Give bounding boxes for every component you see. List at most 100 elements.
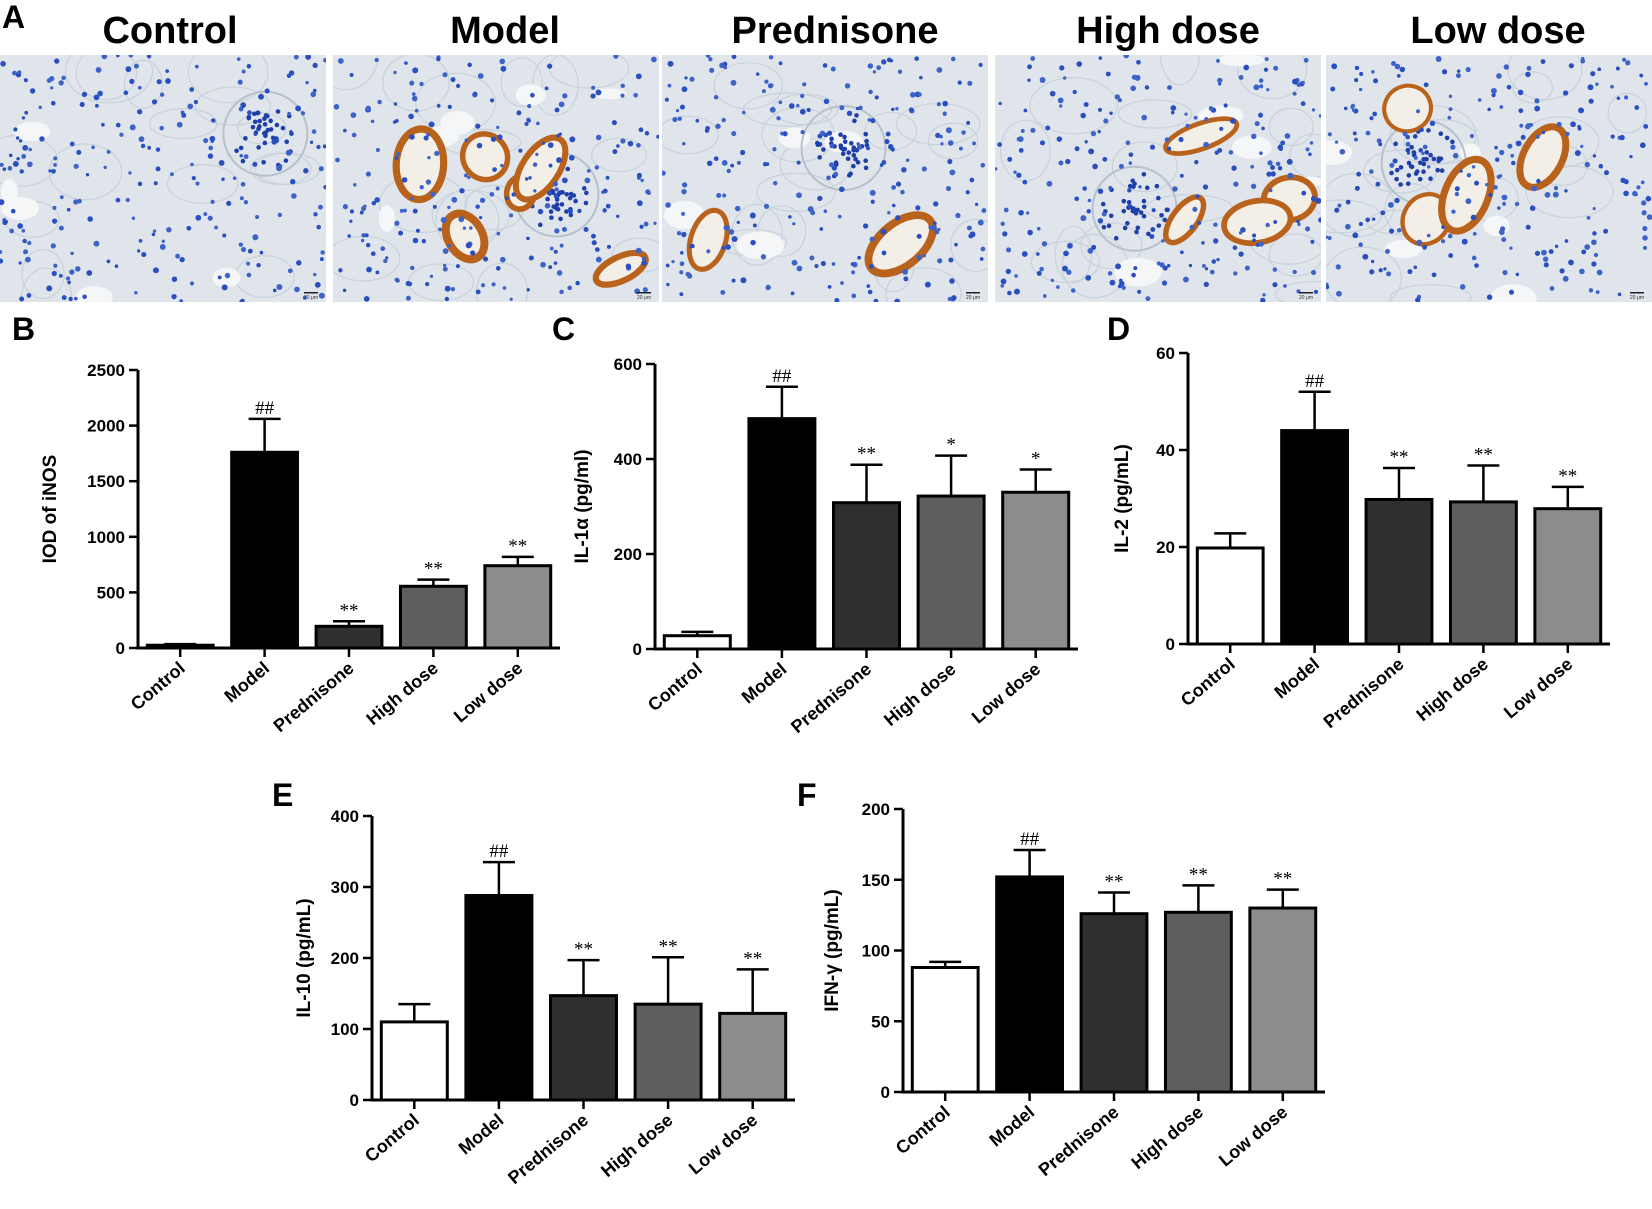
significance-marker: ** [1390,447,1409,468]
x-tick-label: Model [220,658,273,707]
bar-control [1195,546,1265,646]
x-tick-label: Control [127,658,189,714]
y-tick-label: 0 [881,1083,890,1102]
significance-marker: ** [857,444,876,465]
chart-e: E 0 100 200 300 400 IL-10 (pg/mL) Control ## Mode… [272,777,795,1188]
histology-panel-4: High dose 20 μm [995,10,1321,302]
y-tick-label: 1000 [87,528,125,547]
histology-image [0,55,326,302]
bar-low-dose [1001,490,1071,651]
bar-control [145,643,215,650]
histology-panel-2: Model 20 μm [333,10,659,302]
bar-high-dose [1163,910,1233,1094]
x-tick-label: Low dose [450,658,526,727]
x-tick-label: Prednisone [504,1110,592,1188]
bar-low-dose [483,564,553,650]
scale-bar-label: 20 μm [304,295,318,301]
x-tick-label: Control [892,1102,954,1158]
y-tick-label: 50 [871,1012,890,1031]
scale-bar-label: 20 μm [966,295,980,301]
x-tick-label: Low dose [968,659,1044,728]
histology-panel-title: Control [102,10,237,52]
scale-bar-label: 20 μm [637,295,651,301]
bar-low-dose [1533,507,1603,646]
chart-d: D 0 20 40 60 IL-2 (pg/mL) Control ## Model ** Pred… [1107,311,1610,732]
panel-letter: B [12,311,35,347]
x-tick-label: High dose [1412,654,1492,725]
y-tick-label: 20 [1156,538,1175,557]
y-tick-label: 400 [331,807,359,826]
significance-marker: ## [255,398,275,419]
panel-letter: D [1107,311,1130,347]
y-tick-label: 0 [116,639,125,658]
histology-image [1326,55,1652,302]
histology-panel-title: Low dose [1410,10,1585,52]
x-tick-label: Control [361,1110,423,1166]
y-tick-label: 2500 [87,361,125,380]
significance-marker: ## [772,366,792,387]
y-tick-label: 100 [862,942,890,961]
scale-bar-label: 20 μm [1630,295,1644,301]
histology-image [995,55,1321,302]
bar-prednisone [549,994,618,1102]
y-tick-label: 1500 [87,472,125,491]
y-tick-label: 0 [1166,635,1175,654]
y-axis-label: IFN-γ (pg/mL) [822,889,843,1011]
histology-panel-title: Model [450,10,560,52]
chart-f: F 0 50 100 150 200 IFN-γ (pg/mL) Control ## Model… [797,777,1325,1180]
x-tick-label: Low dose [1215,1102,1291,1171]
bar-prednisone [1364,497,1434,646]
y-tick-label: 0 [633,640,642,659]
y-tick-label: 2000 [87,417,125,436]
y-tick-label: 400 [614,450,642,469]
significance-marker: ** [508,536,527,557]
bar-high-dose [916,494,986,651]
significance-marker: * [1031,448,1041,469]
histology-panel-title: High dose [1076,10,1260,52]
bar-model [995,875,1065,1094]
y-tick-label: 300 [331,878,359,897]
y-axis-label: IL-10 (pg/mL) [294,898,315,1017]
x-tick-label: High dose [362,658,442,729]
x-tick-label: Model [985,1102,1038,1151]
bar-control [379,1020,449,1102]
x-tick-label: Low dose [685,1110,761,1179]
bar-model [464,894,534,1102]
significance-marker: ## [489,841,509,862]
significance-marker: ** [1474,445,1493,466]
bar-control [662,634,732,651]
bar-high-dose [398,584,468,650]
significance-marker: ** [1105,871,1124,892]
y-tick-label: 100 [331,1020,359,1039]
y-tick-label: 500 [97,583,125,602]
histology-panel-5: Low dose 20 μm [1326,10,1652,302]
significance-marker: ** [1558,466,1577,487]
bar-high-dose [633,1002,703,1102]
significance-marker: ** [574,939,593,960]
bar-low-dose [718,1011,788,1102]
y-tick-label: 60 [1156,344,1175,363]
x-tick-label: High dose [880,659,960,730]
significance-marker: ## [1305,371,1325,392]
y-tick-label: 200 [862,800,890,819]
significance-marker: ** [340,600,359,621]
x-tick-label: Prednisone [1320,654,1408,732]
bar-low-dose [1248,906,1318,1094]
panel-letter: C [552,311,575,347]
y-axis-label: IOD of iNOS [40,455,61,564]
histology-panel-title: Prednisone [732,10,939,52]
scale-bar-label: 20 μm [1299,295,1313,301]
y-axis-label: IL-2 (pg/mL) [1112,444,1133,553]
panel-letter: F [797,777,817,813]
significance-marker: ** [424,559,443,580]
bar-prednisone [832,501,901,651]
bar-control [910,965,980,1094]
x-tick-label: Low dose [1500,654,1576,723]
y-axis-label: IL-1α (pg/ml) [572,449,593,563]
y-tick-label: 0 [350,1091,359,1110]
bar-high-dose [1448,500,1518,646]
x-tick-label: Control [644,659,706,715]
bar-prednisone [314,624,384,650]
